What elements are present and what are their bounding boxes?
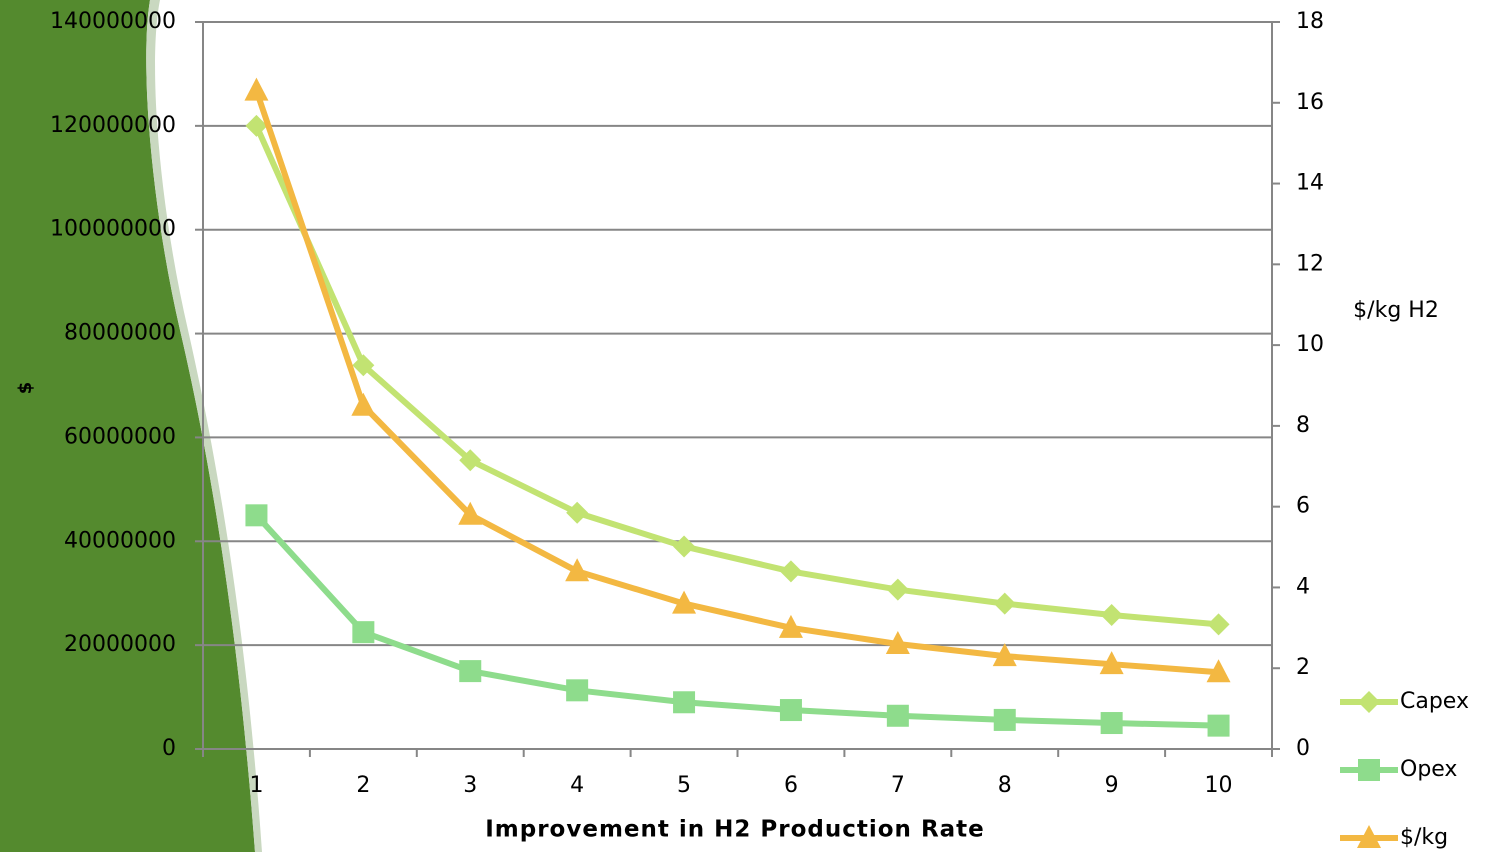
legend-label: $/kg (1400, 825, 1448, 850)
data-point (566, 679, 588, 701)
data-point (244, 78, 268, 101)
series-line (256, 515, 1218, 725)
y2-tick-label: 8 (1296, 413, 1310, 438)
x-tick-label: 3 (463, 773, 477, 798)
x-tick-label: 6 (784, 773, 798, 798)
x-tick-label: 5 (677, 773, 691, 798)
x-tick-label: 1 (249, 773, 263, 798)
y-tick-label: 140000000 (50, 9, 176, 34)
x-tick-label: 9 (1105, 773, 1119, 798)
x-tick-label: 7 (891, 773, 905, 798)
data-point (780, 699, 802, 721)
legend-marker (1358, 759, 1380, 781)
data-point (1208, 613, 1230, 635)
y2-tick-label: 12 (1296, 251, 1324, 276)
y-tick-label: 60000000 (64, 424, 176, 449)
y2-tick-label: 16 (1296, 90, 1324, 115)
data-point (459, 660, 481, 682)
series-line (256, 126, 1218, 625)
data-point (1208, 715, 1230, 737)
y2-tick-label: 18 (1296, 9, 1324, 34)
data-point (566, 502, 588, 524)
x-tick-label: 4 (570, 773, 584, 798)
data-point (351, 393, 375, 416)
data-point (352, 621, 374, 643)
legend-label: Capex (1400, 689, 1469, 714)
y2-tick-label: 4 (1296, 574, 1310, 599)
legend-label: Opex (1400, 757, 1457, 782)
data-point (887, 705, 909, 727)
y2-tick-label: 10 (1296, 332, 1324, 357)
data-point (245, 504, 267, 526)
data-point (994, 709, 1016, 731)
data-point (994, 593, 1016, 615)
data-point (1101, 604, 1123, 626)
data-point (673, 535, 695, 557)
data-point (673, 691, 695, 713)
page: Improvement in H2 Production Rate $ $/kg… (0, 0, 1488, 852)
series-line (256, 91, 1218, 673)
chart: Improvement in H2 Production Rate $ $/kg… (0, 0, 1488, 852)
y-tick-label: 0 (162, 736, 176, 761)
y2-tick-label: 0 (1296, 736, 1310, 761)
y2-axis-title: $/kg H2 (1353, 298, 1439, 323)
x-axis-title: Improvement in H2 Production Rate (485, 817, 985, 843)
y-tick-label: 20000000 (64, 632, 176, 657)
x-tick-label: 10 (1205, 773, 1233, 798)
data-point (1101, 712, 1123, 734)
y-axis-title: $ (15, 382, 36, 395)
y2-tick-label: 6 (1296, 494, 1310, 519)
y-tick-label: 100000000 (50, 217, 176, 242)
y-tick-label: 80000000 (64, 321, 176, 346)
y2-tick-label: 14 (1296, 171, 1324, 196)
data-point (780, 560, 802, 582)
x-tick-label: 2 (356, 773, 370, 798)
y-tick-label: 40000000 (64, 528, 176, 553)
y-tick-label: 120000000 (50, 113, 176, 138)
y2-tick-label: 2 (1296, 655, 1310, 680)
x-tick-label: 8 (998, 773, 1012, 798)
data-point (887, 579, 909, 601)
legend-marker (1358, 691, 1380, 713)
